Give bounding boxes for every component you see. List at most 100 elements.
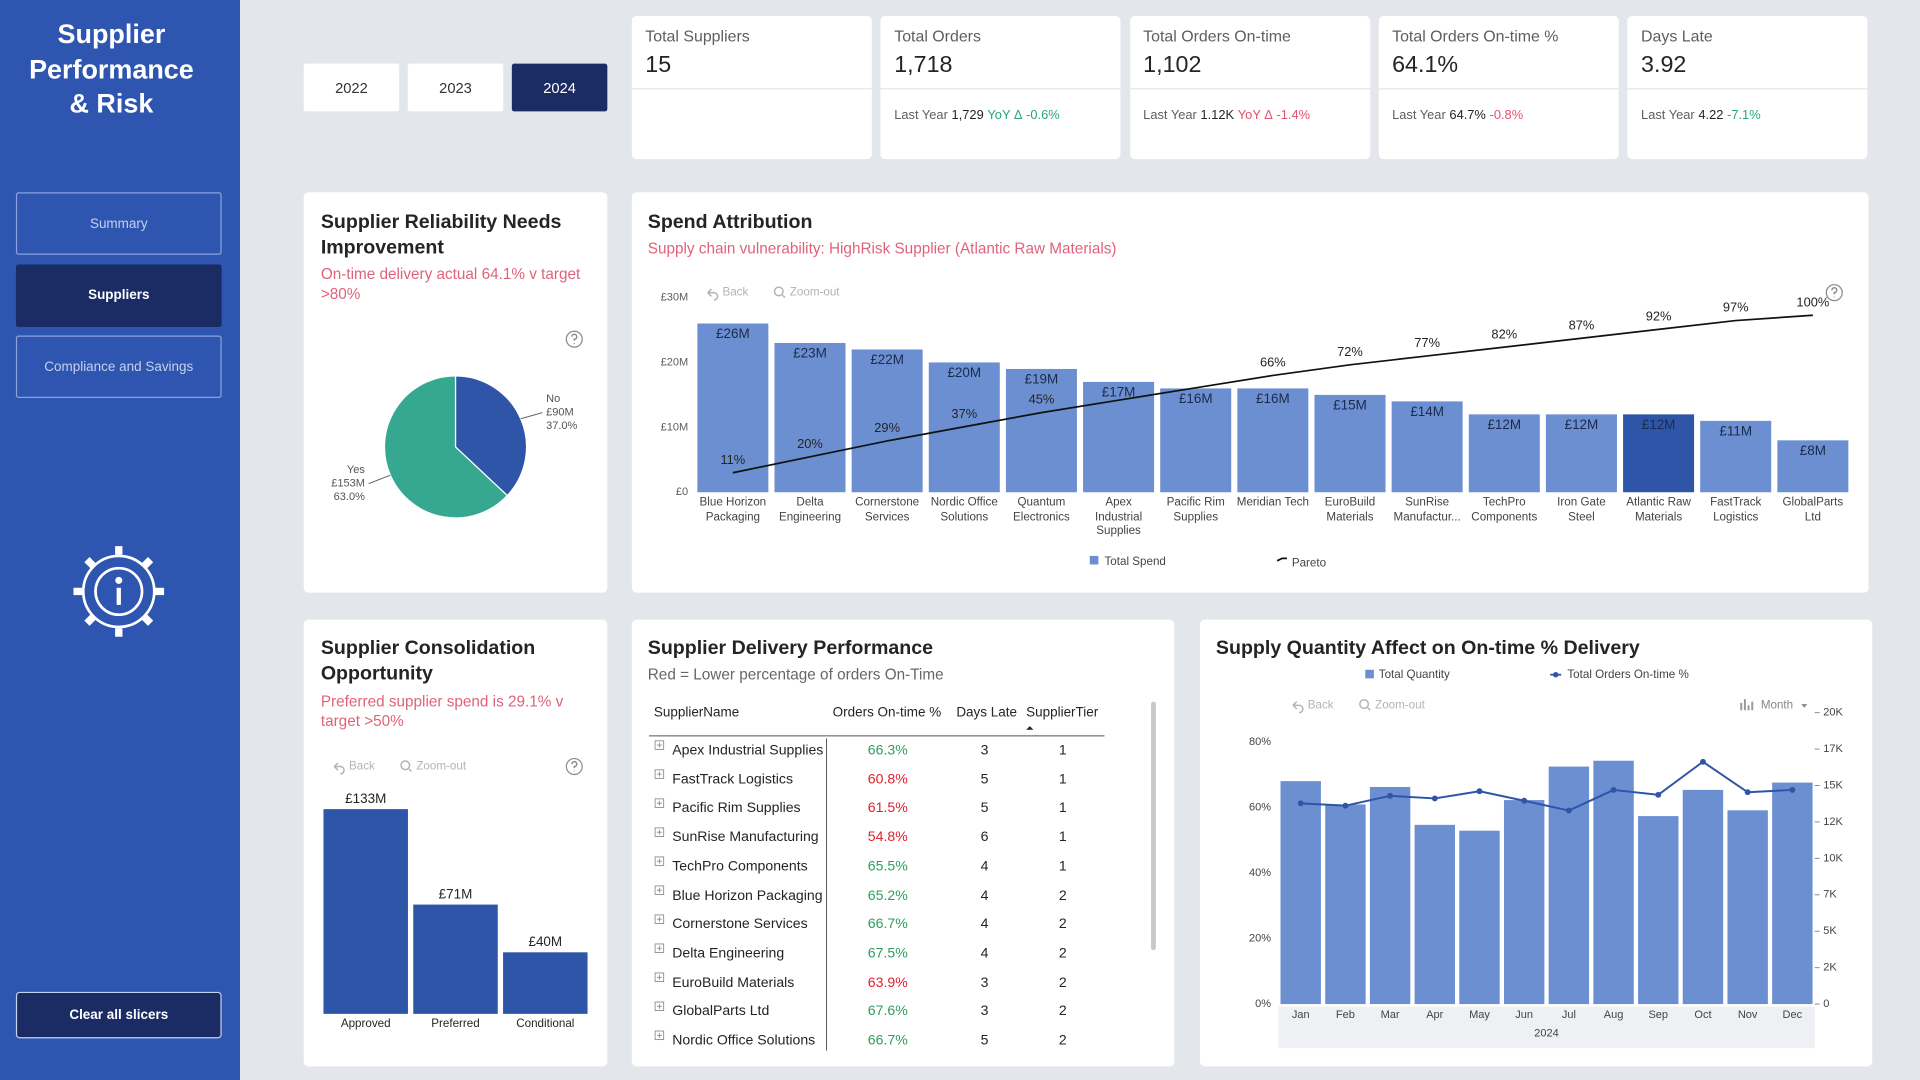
kpi-delta: -0.8% (1489, 107, 1524, 123)
x-tick-label: GlobalParts Ltd (1782, 495, 1844, 524)
year-button[interactable]: 2024 (511, 63, 608, 112)
kpi-card (631, 15, 872, 160)
kpi-last-year: 4.22 (1698, 107, 1724, 123)
toolbar-back[interactable]: Back (349, 760, 375, 773)
kpi-last-year: 1.12K (1200, 107, 1235, 123)
kpi-card (880, 15, 1121, 160)
chart-title: Supplier Reliability Needs Improvement (320, 211, 562, 259)
line-value-label: 20% (797, 436, 823, 451)
line-point (1565, 807, 1572, 814)
bar-value-label: £133M (345, 791, 386, 806)
year-button[interactable]: 2023 (407, 63, 504, 112)
zoom-icon (1367, 707, 1371, 711)
chart-subtitle: Preferred supplier spend is 29.1% v targ… (320, 693, 564, 730)
bar (1593, 760, 1634, 1005)
bar (1777, 440, 1849, 493)
bar (1325, 804, 1366, 1005)
expand-icon (654, 769, 665, 779)
sidebar-title: Supplier Performance & Risk (29, 18, 194, 119)
line-point (1476, 788, 1483, 795)
y2-tick-label: 10K (1823, 852, 1843, 864)
nav-button[interactable]: Compliance and Savings (15, 335, 222, 398)
kpi-last-year: 64.7% (1449, 107, 1486, 123)
x-tick-label: Cornerstone Services (855, 495, 920, 524)
zoom-icon (408, 768, 412, 772)
table-cell: 2 (1058, 888, 1067, 904)
kpi-delta: -7.1% (1727, 107, 1761, 123)
table-cell: Blue Horizon Packaging (672, 888, 823, 904)
chart-subtitle: On-time delivery actual 64.1% v target >… (320, 265, 581, 303)
line-value-label: 29% (874, 420, 900, 435)
x-tick-label: Jun (1515, 1009, 1533, 1021)
bar-value-label: £23M (793, 346, 827, 361)
year-button[interactable]: 2022 (303, 63, 400, 112)
period-selector[interactable]: Month (1761, 698, 1793, 711)
x-tick-label: Dec (1783, 1009, 1803, 1021)
bar-value-label: £12M (1642, 417, 1676, 432)
slice-amount: £153M (331, 478, 365, 490)
x-tick-label: EuroBuild Materials (1324, 495, 1376, 524)
bar-value-label: £26M (716, 326, 750, 341)
table-cell: 60.8% (867, 772, 908, 787)
kpi-value: 1,102 (1143, 52, 1202, 79)
x-tick-label: Sep (1648, 1009, 1668, 1021)
expand-icon (654, 1030, 665, 1041)
bar (413, 904, 498, 1014)
kpi-last-year-row: Last Year 4.22 -7.1% (1641, 108, 1764, 123)
y-tick-label: £0 (676, 486, 688, 498)
table-cell: 4 (980, 859, 989, 875)
slice-label: No (546, 393, 560, 405)
table-header: SupplierTier (1026, 705, 1099, 720)
expand-icon (654, 856, 665, 866)
x-tick-label: Aug (1604, 1009, 1624, 1021)
table-cell: 5 (980, 1033, 989, 1049)
nav-button[interactable]: Suppliers (15, 263, 222, 327)
bar (1314, 394, 1386, 493)
zoom-icon (773, 286, 784, 297)
line-value-label: 82% (1491, 326, 1517, 341)
table-subtitle: Red = Lower percentage of orders On-Time (647, 666, 944, 684)
table-cell: Pacific Rim Supplies (672, 801, 801, 816)
toolbar-zoom-out[interactable]: Zoom-out (416, 760, 467, 773)
help-icon[interactable] (565, 330, 583, 348)
x-tick-label: Feb (1336, 1009, 1355, 1021)
bar (1638, 816, 1679, 1005)
line-point (1789, 786, 1796, 793)
toolbar-back[interactable]: Back (1308, 698, 1334, 711)
help-icon[interactable] (1825, 284, 1843, 302)
x-tick-label: Iron Gate Steel (1557, 495, 1606, 524)
toolbar-zoom-out[interactable]: Zoom-out (790, 286, 841, 299)
table-cell: 4 (980, 917, 989, 933)
legend-label: Pareto (1292, 556, 1326, 569)
table-cell: 5 (980, 801, 989, 816)
bar-value-label: £16M (1179, 391, 1213, 406)
slice-label: Yes (347, 464, 365, 476)
sidebar (0, 0, 240, 1080)
kpi-last-year-label: Last Year (1143, 107, 1197, 123)
nav-button[interactable]: Summary (15, 192, 222, 255)
bar (1160, 388, 1232, 493)
legend-label: Total Orders On-time % (1567, 668, 1688, 681)
table-cell: 54.8% (867, 830, 908, 846)
x-tick-label: Blue Horizon Packaging (699, 495, 767, 524)
table-cell: GlobalParts Ltd (672, 1004, 770, 1020)
help-icon-glyph (571, 333, 578, 344)
bar (1682, 789, 1724, 1005)
expand-icon (654, 885, 665, 895)
table-cell: Nordic Office Solutions (672, 1033, 816, 1049)
clear-slicers-button[interactable]: Clear all slicers (15, 991, 222, 1039)
table-cell: 67.6% (867, 1004, 908, 1020)
bar-value-label: £19M (1025, 372, 1059, 387)
y2-tick-label: 15K (1823, 779, 1843, 791)
line (1300, 760, 1793, 812)
help-icon-glyph (1831, 287, 1838, 298)
table-cell: 66.7% (867, 1033, 908, 1049)
toolbar-back[interactable]: Back (722, 286, 748, 299)
line-point (1610, 786, 1617, 793)
table-cell: 2 (1058, 1004, 1067, 1020)
toolbar-zoom-out[interactable]: Zoom-out (1375, 698, 1426, 711)
help-icon[interactable] (565, 757, 583, 776)
line-value-label: 66% (1260, 355, 1286, 370)
kpi-divider (1378, 88, 1619, 90)
